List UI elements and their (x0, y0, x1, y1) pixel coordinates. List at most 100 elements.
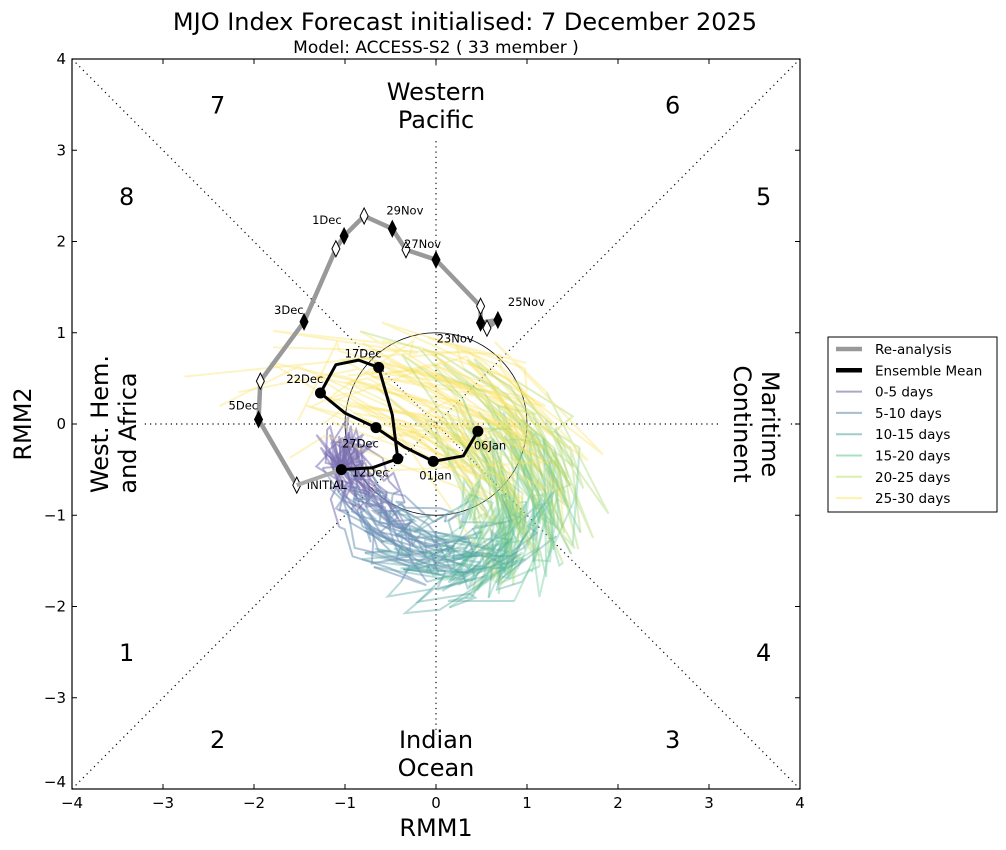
reanalysis-date-label: 27Nov (404, 237, 441, 251)
member-21-segment-20-25-days (456, 434, 527, 575)
member-24-segment-15-20-days (457, 477, 488, 529)
member-5-segment-15-20-days (448, 448, 519, 609)
member-12-segment-20-25-days (432, 353, 575, 479)
member-2-segment-15-20-days (521, 449, 555, 583)
legend: Re-analysis Ensemble Mean 0-5 days 5-10 day… (827, 336, 998, 513)
reanalysis-date-label: 1Dec (312, 213, 342, 227)
member-5-segment-10-15-days (373, 566, 478, 609)
member-20-segment-15-20-days (511, 501, 539, 550)
phase-label-8: 8 (119, 183, 134, 211)
diagonal-guide-ne (499, 58, 801, 360)
reanalysis-marker-filled-1 (476, 313, 486, 332)
member-12-segment-5-10-days (386, 511, 454, 562)
member-22-segment-25-30-days (362, 342, 539, 453)
phase-label-4: 4 (756, 639, 771, 667)
reanalysis-date-label: 5Dec (229, 398, 259, 412)
member-28-segment-20-25-days (512, 378, 610, 515)
member-6-segment-25-30-days (297, 339, 535, 421)
region-left-line2: and Africa (114, 372, 142, 493)
reanalysis-marker-filled-0 (493, 310, 503, 330)
member-14-segment-25-30-days (370, 359, 542, 447)
region-bottom-line2: Ocean (398, 754, 475, 782)
legend-label: 25-30 days (875, 491, 950, 507)
member-11-segment-20-25-days (454, 404, 513, 553)
reanalysis-marker-hollow-2 (401, 240, 411, 259)
y-tick-label: 4 (56, 50, 66, 68)
ensemble-date-label: 06Jan (474, 438, 506, 452)
member-21-segment-15-20-days (483, 506, 519, 572)
member-26-segment-15-20-days (462, 398, 516, 575)
member-27-segment-20-25-days (492, 438, 542, 505)
member-6-segment-10-15-days (448, 506, 535, 579)
member-29-segment-10-15-days (425, 563, 494, 598)
member-9-segment-15-20-days (495, 544, 525, 595)
member-9-segment-20-25-days (446, 411, 524, 560)
ensemble-mean-dot-6 (472, 425, 484, 437)
member-21-segment-25-30-days (358, 406, 525, 501)
member-1-segment-20-25-days (497, 465, 524, 585)
member-14-segment-15-20-days (501, 477, 541, 552)
member-27-segment-0-5-days (340, 435, 369, 497)
reanalysis-marker-hollow-3 (359, 206, 369, 226)
member-31-segment-0-5-days (315, 434, 343, 490)
ensemble-date-label: 27Dec (342, 437, 379, 451)
legend-label: Re-analysis (875, 342, 952, 358)
diagonal-guide-nw (71, 58, 373, 360)
member-4-segment-15-20-days (464, 551, 541, 599)
member-13-segment-20-25-days (446, 451, 504, 591)
region-top-line1: Western (387, 78, 485, 106)
x-tick-label: −3 (152, 794, 174, 812)
member-30-segment-25-30-days (429, 395, 551, 454)
legend-label: 0-5 days (875, 385, 933, 401)
member-3-segment-25-30-days (389, 360, 520, 438)
member-18-segment-25-30-days (327, 361, 546, 414)
member-15-segment-25-30-days (422, 398, 513, 428)
member-32-segment-20-25-days (463, 368, 572, 528)
member-20-segment-20-25-days (435, 372, 544, 549)
x-tick-label: 3 (704, 794, 714, 812)
member-16-segment-20-25-days (519, 419, 572, 534)
ensemble-mean-dot-1 (392, 453, 404, 465)
reanalysis-date-label: INITIAL (307, 478, 348, 492)
x-tick-label: 2 (613, 794, 623, 812)
member-33-segment-0-5-days (341, 461, 406, 530)
region-left-line1: West. Hem. (86, 355, 114, 493)
region-right-line1: Maritime (756, 371, 784, 477)
member-9-segment-25-30-days (219, 365, 523, 522)
member-33-segment-10-15-days (452, 530, 529, 564)
reanalysis-marker-filled-2 (431, 250, 441, 269)
reanalysis-date-label: 3Dec (274, 303, 304, 317)
reanalysis-date-label: 25Nov (508, 295, 545, 309)
member-13-segment-10-15-days (361, 553, 469, 581)
member-13-segment-25-30-days (331, 412, 503, 585)
member-14-segment-20-25-days (465, 381, 570, 516)
region-labels: Western Pacific Indian Ocean West. Hem. … (86, 78, 784, 782)
member-32-segment-15-20-days (506, 437, 564, 578)
member-31-segment-5-10-days (329, 487, 446, 573)
ensemble-mean-dot-2 (373, 361, 385, 373)
member-23-segment-20-25-days (466, 359, 572, 508)
phase-label-6: 6 (665, 92, 680, 120)
member-23-segment-10-15-days (436, 541, 523, 568)
y-tick-label: −3 (44, 689, 66, 707)
reanalysis-marker-filled-4 (339, 226, 349, 246)
member-19-segment-10-15-days (414, 544, 456, 564)
y-axis-label: RMM2 (9, 387, 37, 460)
member-12-segment-25-30-days (332, 338, 554, 436)
member-20-segment-25-30-days (330, 361, 527, 444)
y-tick-label: −4 (44, 773, 66, 791)
member-30-segment-5-10-days (395, 500, 460, 522)
ensemble-start-connector (296, 467, 343, 488)
member-19-segment-20-25-days (473, 456, 505, 537)
member-27-segment-25-30-days (345, 379, 542, 492)
member-28-segment-0-5-days (330, 441, 359, 497)
member-18-segment-20-25-days (525, 411, 585, 533)
ensemble-mean-dot-4 (370, 422, 382, 434)
member-22-segment-15-20-days (467, 522, 523, 588)
ensemble-mean-dot-5 (427, 455, 439, 467)
chart-title: MJO Index Forecast initialised: 7 Decemb… (173, 8, 757, 36)
legend-label: 20-25 days (875, 470, 950, 486)
member-17-segment-10-15-days (437, 536, 515, 574)
member-29-segment-15-20-days (476, 517, 517, 599)
